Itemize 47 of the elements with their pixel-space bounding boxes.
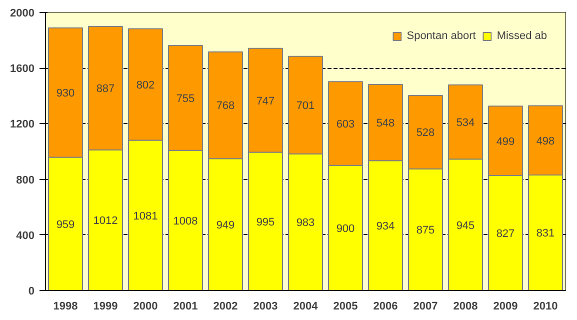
data-label: 949	[216, 220, 235, 232]
x-tick-label: 2005	[333, 300, 358, 312]
legend-label: Missed ab	[496, 30, 547, 42]
y-tick-label: 1200	[10, 118, 35, 131]
data-label: 887	[96, 83, 115, 96]
x-tick-label: 2003	[253, 300, 278, 312]
data-label: 1012	[93, 215, 118, 228]
data-label: 875	[416, 224, 435, 237]
x-tick-label: 2007	[413, 300, 438, 312]
data-label: 768	[216, 100, 235, 112]
data-label: 827	[496, 228, 515, 240]
data-label: 900	[336, 222, 355, 235]
x-tick-label: 2008	[453, 300, 478, 312]
data-label: 831	[536, 228, 555, 240]
data-label: 995	[256, 216, 275, 228]
data-label: 755	[176, 92, 195, 105]
x-tick-label: 2006	[373, 300, 398, 312]
data-label: 528	[416, 127, 435, 140]
y-tick-label: 400	[16, 230, 35, 242]
x-tick-label: 2000	[133, 300, 158, 312]
data-label: 499	[496, 136, 515, 148]
data-label: 498	[536, 135, 555, 148]
data-label: 959	[56, 218, 75, 231]
x-tick-label: 2004	[293, 300, 319, 312]
y-tick-label: 2000	[10, 8, 35, 20]
data-label: 930	[56, 88, 75, 100]
data-label: 983	[296, 217, 315, 230]
x-tick-label: 2001	[173, 300, 198, 312]
data-label: 603	[336, 118, 355, 130]
x-tick-label: 2009	[493, 300, 518, 312]
data-label: 548	[376, 118, 395, 130]
data-label: 934	[376, 220, 395, 233]
x-tick-label: 1998	[53, 300, 78, 312]
data-label: 945	[456, 220, 475, 232]
x-tick-label: 2002	[213, 300, 238, 312]
data-label: 1008	[173, 215, 198, 228]
y-tick-label: 800	[16, 174, 35, 186]
data-label: 1081	[133, 210, 158, 222]
data-label: 802	[136, 80, 155, 92]
x-tick-label: 1999	[93, 300, 118, 312]
y-tick-label: 1600	[10, 63, 35, 76]
y-tick-label: 0	[28, 286, 35, 298]
data-label: 534	[456, 117, 475, 130]
data-label: 747	[256, 95, 275, 108]
legend-label: Spontan abort	[406, 30, 476, 42]
x-tick-label: 2010	[533, 300, 558, 312]
data-label: 701	[296, 100, 315, 112]
